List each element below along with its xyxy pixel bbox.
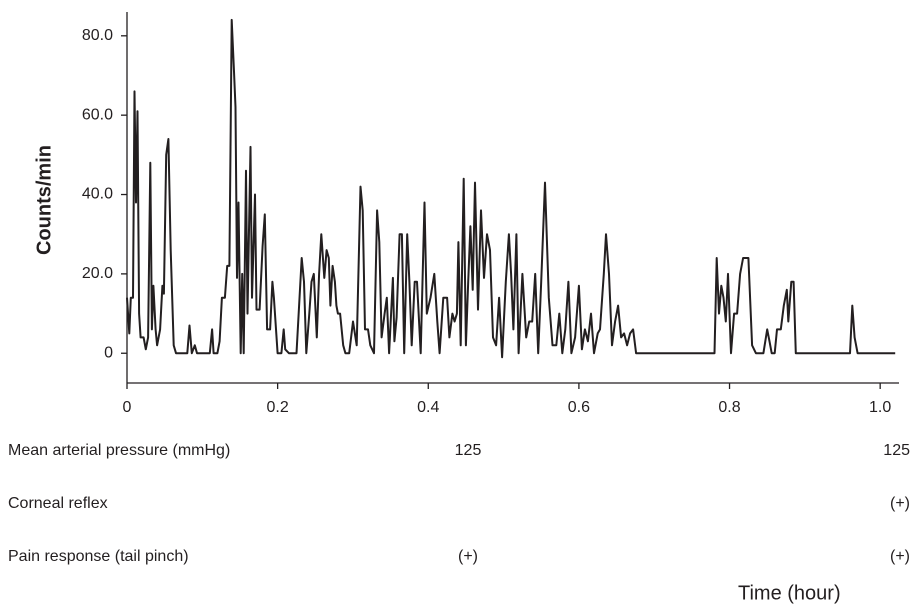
data-line: [126, 18, 896, 359]
y-tick-label: 40.0: [82, 186, 113, 203]
x-tick-label: 0.2: [267, 399, 289, 416]
x-tick-label: 0.6: [568, 399, 590, 416]
y-axis-label: Counts/min: [33, 145, 55, 255]
y-tick-label: 20.0: [82, 265, 113, 282]
row-label: Pain response (tail pinch): [8, 548, 189, 565]
row-label: Corneal reflex: [8, 495, 108, 512]
y-tick-label: 60.0: [82, 106, 113, 123]
x-axis-label: Time (hour): [738, 582, 841, 604]
x-tick-label: 0: [123, 399, 132, 416]
x-tick-label: 1.0: [869, 399, 891, 416]
row-entry: 125: [455, 442, 482, 459]
row-entry: (+): [458, 548, 478, 565]
y-tick-label: 80.0: [82, 27, 113, 44]
row-entry: 125: [883, 442, 910, 459]
row-label: Mean arterial pressure (mmHg): [8, 442, 230, 459]
y-tick-label: 0: [104, 344, 113, 361]
x-tick-label: 0.4: [417, 399, 439, 416]
x-tick-label: 0.8: [718, 399, 740, 416]
row-entry: (+): [890, 495, 910, 512]
row-entry: (+): [890, 548, 910, 565]
